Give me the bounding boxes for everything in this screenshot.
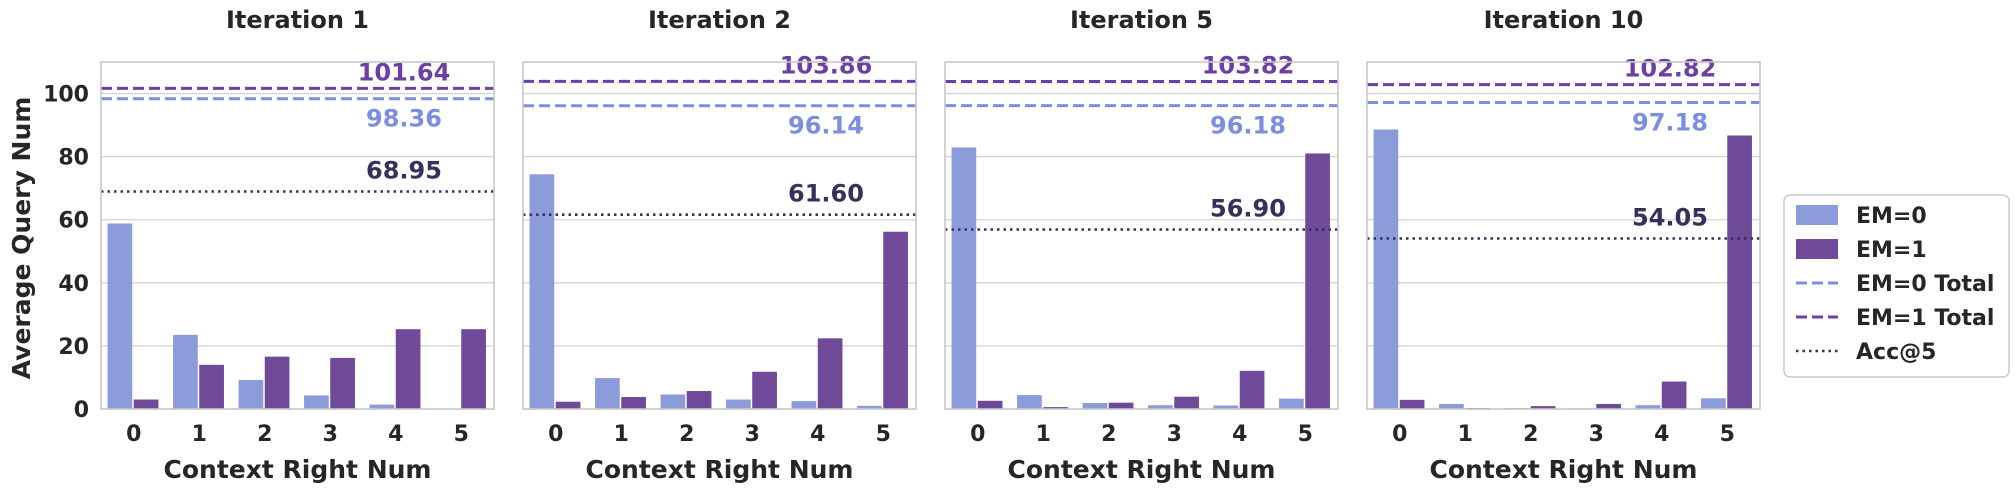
bar-em0-3 [304,395,329,409]
bar-em0-5 [1279,399,1304,409]
bar-em0-3 [726,400,751,409]
em0-total-label: 96.18 [1210,112,1286,140]
bar-em0-1 [173,335,198,409]
x-tick-label: 1 [192,422,207,447]
legend-label-em0: EM=0 [1856,204,1927,229]
y-tick-label: 0 [74,398,89,423]
y-tick-label: 80 [58,146,89,171]
bar-em0-0 [108,224,133,409]
bar-em1-4 [818,338,843,409]
bar-em1-1 [199,365,224,409]
x-tick-label: 4 [810,422,825,447]
em1-total-label: 102.82 [1624,55,1717,83]
em0-total-label: 97.18 [1632,108,1708,136]
bar-em1-3 [752,372,777,409]
legend-label-em1: EM=1 [1856,238,1927,263]
x-axis-label: Context Right Num [586,455,854,484]
x-tick-label: 5 [876,422,891,447]
x-tick-label: 5 [1298,422,1313,447]
x-tick-label: 2 [257,422,272,447]
acc5-label: 54.05 [1632,203,1708,231]
bar-em0-2 [1083,403,1108,409]
x-axis-label: Context Right Num [164,455,432,484]
x-tick-label: 0 [126,422,141,447]
bar-em1-4 [1240,371,1265,409]
bar-em0-0 [530,174,555,409]
chart-panel-2: 0 1 2 3 4 5 103.86 96.14 61.60 Iteration 2 Context… [523,6,916,484]
legend: EM=0 EM=1 EM=0 Total EM=1 Total Acc@5 [1784,195,2009,377]
em1-total-label: 103.82 [1202,51,1295,79]
bar-em0-0 [1374,130,1399,409]
panel-title: Iteration 1 [226,6,369,34]
bar-em0-2 [661,394,686,409]
bar-em0-4 [792,401,817,409]
chart-panel-4: 0 1 2 3 4 5 102.82 97.18 54.05 Iteration 10 Contex… [1367,6,1760,484]
bar-em1-0 [978,401,1003,409]
x-tick-label: 4 [1654,422,1669,447]
panel-title: Iteration 10 [1484,6,1644,34]
acc5-label: 61.60 [788,180,864,208]
x-axis-label: Context Right Num [1430,455,1698,484]
bar-em1-3 [330,358,355,409]
x-tick-label: 1 [1036,422,1051,447]
em0-total-label: 98.36 [366,105,442,133]
acc5-label: 56.90 [1210,195,1286,223]
x-tick-label: 3 [745,422,760,447]
x-tick-label: 4 [388,422,403,447]
bar-em1-5 [1727,136,1752,409]
acc5-label: 68.95 [366,156,442,184]
panel-title: Iteration 2 [648,6,791,34]
panel-title: Iteration 5 [1070,6,1213,34]
em1-total-label: 103.86 [780,51,873,79]
x-tick-label: 0 [1392,422,1407,447]
x-tick-label: 3 [1167,422,1182,447]
bar-em0-0 [952,147,977,409]
bar-em1-1 [621,397,646,409]
y-tick-label: 60 [58,209,89,234]
x-tick-label: 1 [614,422,629,447]
bar-em1-4 [396,329,421,409]
x-tick-label: 0 [548,422,563,447]
x-tick-label: 5 [454,422,469,447]
legend-swatch-em0 [1796,205,1838,225]
legend-swatch-em1 [1796,239,1838,259]
y-axis-label: Average Query Num [7,97,36,380]
bar-em0-5 [1701,398,1726,409]
legend-label-acc5: Acc@5 [1856,340,1936,365]
bar-em1-0 [134,400,159,409]
x-tick-label: 0 [970,422,985,447]
bar-em1-4 [1662,382,1687,409]
bar-em1-5 [461,329,486,409]
bar-em1-0 [1400,400,1425,409]
chart-panel-1: 0 20 40 60 80 100 0 1 2 3 4 5 101.64 98.36 68.95 Iterat… [43,6,494,484]
x-tick-label: 2 [1101,422,1116,447]
bar-em0-1 [595,378,620,409]
x-tick-label: 1 [1458,422,1473,447]
x-tick-label: 5 [1720,422,1735,447]
bar-em0-2 [239,380,264,409]
y-tick-label: 40 [58,272,89,297]
bar-em1-2 [687,391,712,409]
y-tick-label: 100 [43,83,89,108]
x-tick-label: 3 [1589,422,1604,447]
bar-em1-0 [556,402,581,409]
bar-em1-2 [265,357,290,409]
bar-em1-3 [1174,397,1199,409]
legend-label-em0_total: EM=0 Total [1856,272,1994,297]
x-tick-label: 2 [679,422,694,447]
x-tick-label: 2 [1523,422,1538,447]
x-tick-label: 4 [1232,422,1247,447]
bar-em1-5 [883,232,908,409]
bar-em0-1 [1017,395,1042,409]
bar-em1-5 [1305,153,1330,409]
x-tick-label: 3 [323,422,338,447]
em0-total-label: 96.14 [788,112,864,140]
chart-panels: 0204060801000 1 2 3 4 5101.6498.3668.95Iterat… [43,6,1760,484]
y-tick-label: 20 [58,335,89,360]
x-axis-label: Context Right Num [1008,455,1276,484]
bar-em1-2 [1109,403,1134,409]
legend-label-em1_total: EM=1 Total [1856,306,1994,331]
chart-panel-3: 0 1 2 3 4 5 103.82 96.18 56.90 Iteration 5 Context… [945,6,1338,484]
